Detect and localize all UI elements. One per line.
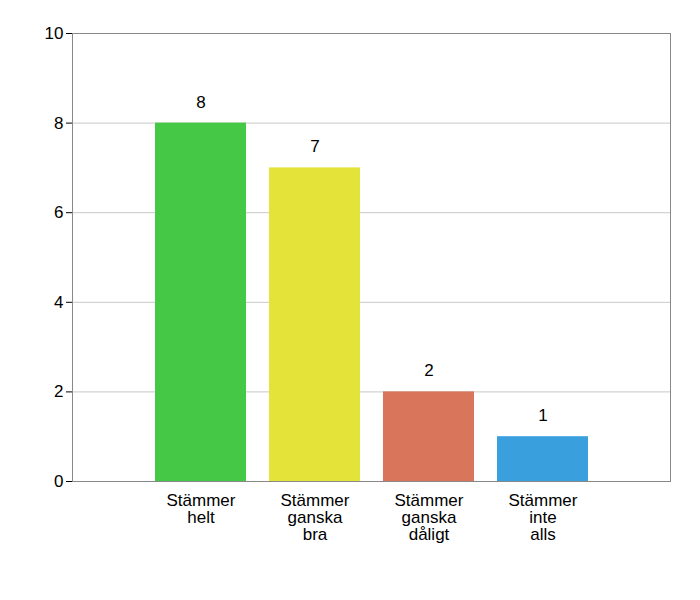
svg-text:8: 8 <box>54 114 63 133</box>
svg-text:6: 6 <box>54 203 63 222</box>
svg-text:4: 4 <box>54 293 63 312</box>
svg-text:Stämmerhelt: Stämmerhelt <box>167 491 236 527</box>
svg-text:2: 2 <box>424 361 433 380</box>
svg-text:Stämmerganskabra: Stämmerganskabra <box>281 491 350 544</box>
svg-text:1: 1 <box>538 406 547 425</box>
svg-text:7: 7 <box>310 137 319 156</box>
svg-text:Stämmerganskadåligt: Stämmerganskadåligt <box>395 491 464 544</box>
svg-text:0: 0 <box>54 472 63 491</box>
svg-text:2: 2 <box>54 382 63 401</box>
svg-text:10: 10 <box>45 24 64 43</box>
svg-text:8: 8 <box>196 93 205 112</box>
svg-text:Stämmerintealls: Stämmerintealls <box>509 491 578 544</box>
